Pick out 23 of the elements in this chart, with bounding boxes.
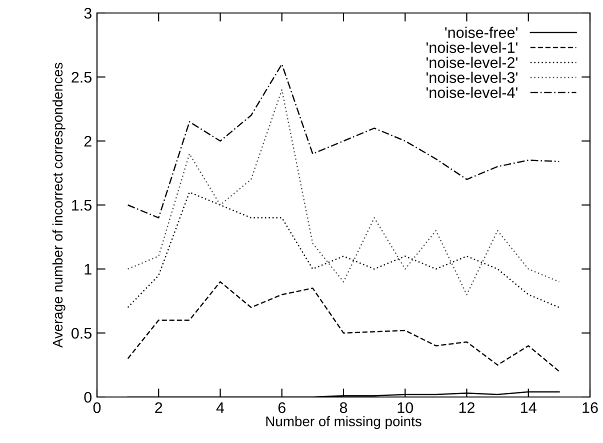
x-tick-label: 10 — [398, 402, 414, 414]
y-axis-title: Average number of incorrect correspondences — [52, 62, 66, 348]
x-axis-title: Number of missing points — [266, 416, 422, 430]
y-tick-label: 3 — [84, 8, 92, 19]
x-tick-label: 0 — [93, 402, 101, 414]
y-tick-label: 1.5 — [72, 200, 92, 211]
y-tick-label: 2.5 — [72, 72, 92, 83]
legend-label: 'noise-free' — [445, 26, 518, 38]
x-tick-label: 12 — [459, 402, 474, 413]
legend-label: 'noise-level-3' — [426, 72, 518, 83]
x-tick-label: 2 — [155, 402, 162, 413]
x-tick-label: 16 — [582, 402, 598, 414]
legend-label: 'noise-level-1' — [426, 42, 518, 53]
legend-label: 'noise-level-4' — [426, 86, 518, 98]
x-tick-label: 8 — [340, 402, 348, 414]
y-tick-label: 1 — [84, 264, 92, 275]
y-tick-label: 0.5 — [72, 328, 92, 339]
y-tick-label: 2 — [84, 136, 92, 147]
x-tick-label: 14 — [521, 402, 536, 413]
x-tick-label: 6 — [278, 402, 286, 414]
x-tick-label: 4 — [216, 402, 224, 413]
legend-label: 'noise-level-2' — [426, 56, 518, 68]
y-tick-label: 0 — [84, 392, 92, 403]
